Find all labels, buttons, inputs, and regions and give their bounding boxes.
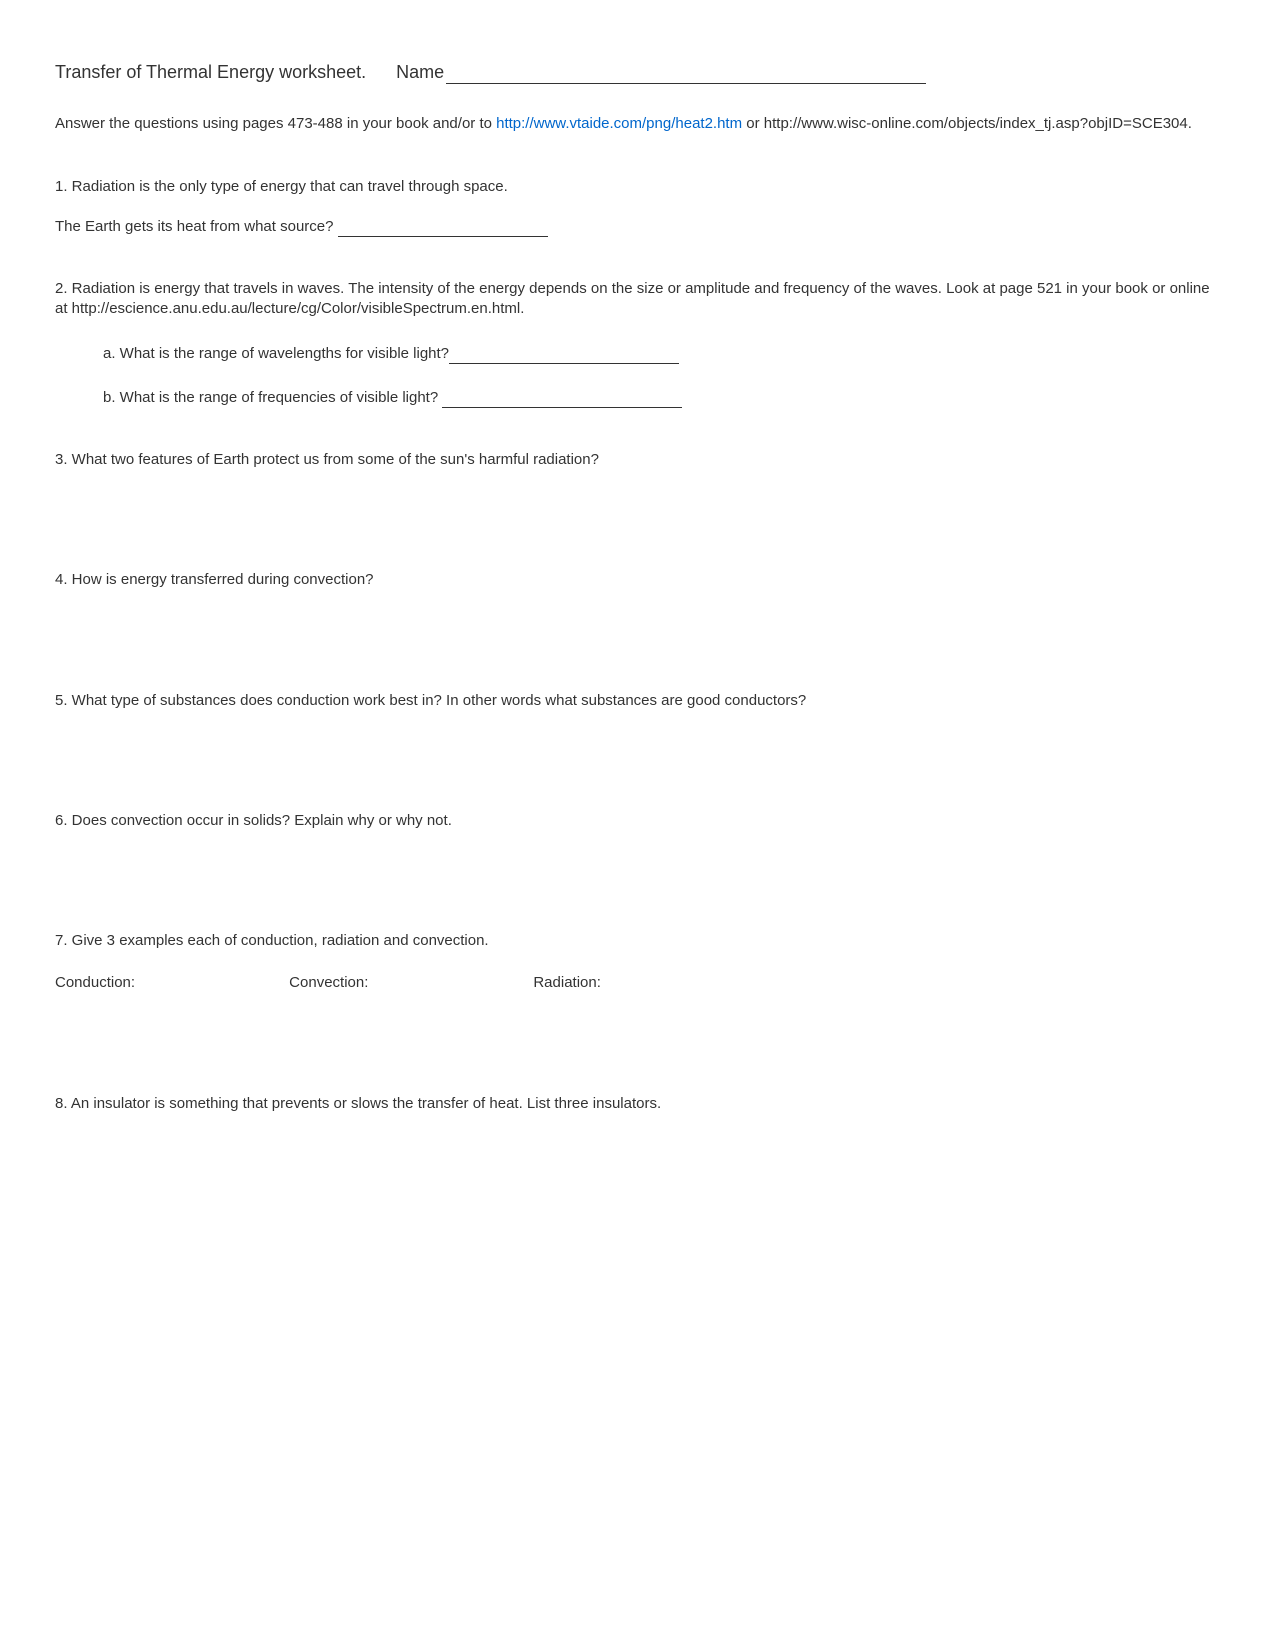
q1-prompt-line: The Earth gets its heat from what source… xyxy=(55,217,1220,237)
q1-prompt: The Earth gets its heat from what source… xyxy=(55,218,338,235)
q2a-text: a. What is the range of wavelengths for … xyxy=(103,345,449,362)
q8-text: 8. An insulator is something that preven… xyxy=(55,1094,1220,1114)
question-6: 6. Does convection occur in solids? Expl… xyxy=(55,811,1220,831)
question-8: 8. An insulator is something that preven… xyxy=(55,1094,1220,1114)
q7-columns: Conduction: Convection: Radiation: xyxy=(55,973,1220,993)
q7-col-conduction: Conduction: xyxy=(55,973,285,993)
name-blank[interactable] xyxy=(446,83,926,84)
q2b-text: b. What is the range of frequencies of v… xyxy=(103,389,442,406)
question-2: 2. Radiation is energy that travels in w… xyxy=(55,279,1220,408)
intro-text-pre: Answer the questions using pages 473-488… xyxy=(55,115,496,132)
intro-paragraph: Answer the questions using pages 473-488… xyxy=(55,114,1220,134)
q2a-answer-blank[interactable] xyxy=(449,363,679,364)
worksheet-title-line: Transfer of Thermal Energy worksheet. Na… xyxy=(55,60,1220,84)
q2a-line: a. What is the range of wavelengths for … xyxy=(103,344,1220,364)
q7-col-convection: Convection: xyxy=(289,973,529,993)
q3-text: 3. What two features of Earth protect us… xyxy=(55,450,1220,470)
intro-text-post: or http://www.wisc-online.com/objects/in… xyxy=(742,115,1192,132)
q2b-line: b. What is the range of frequencies of v… xyxy=(103,388,1220,408)
q7-text: 7. Give 3 examples each of conduction, r… xyxy=(55,931,1220,951)
question-1: 1. Radiation is the only type of energy … xyxy=(55,177,1220,238)
q1-statement: 1. Radiation is the only type of energy … xyxy=(55,177,1220,197)
intro-link[interactable]: http://www.vtaide.com/png/heat2.htm xyxy=(496,115,742,132)
q5-text: 5. What type of substances does conducti… xyxy=(55,691,1220,711)
q4-text: 4. How is energy transferred during conv… xyxy=(55,570,1220,590)
q2-text: 2. Radiation is energy that travels in w… xyxy=(55,279,1220,320)
q1-answer-blank[interactable] xyxy=(338,236,548,237)
question-5: 5. What type of substances does conducti… xyxy=(55,691,1220,711)
q6-text: 6. Does convection occur in solids? Expl… xyxy=(55,811,1220,831)
q7-col-radiation: Radiation: xyxy=(533,973,601,993)
question-3: 3. What two features of Earth protect us… xyxy=(55,450,1220,470)
name-label: Name xyxy=(396,62,444,82)
worksheet-title: Transfer of Thermal Energy worksheet. xyxy=(55,62,366,82)
q2b-answer-blank[interactable] xyxy=(442,407,682,408)
question-4: 4. How is energy transferred during conv… xyxy=(55,570,1220,590)
question-7: 7. Give 3 examples each of conduction, r… xyxy=(55,931,1220,994)
